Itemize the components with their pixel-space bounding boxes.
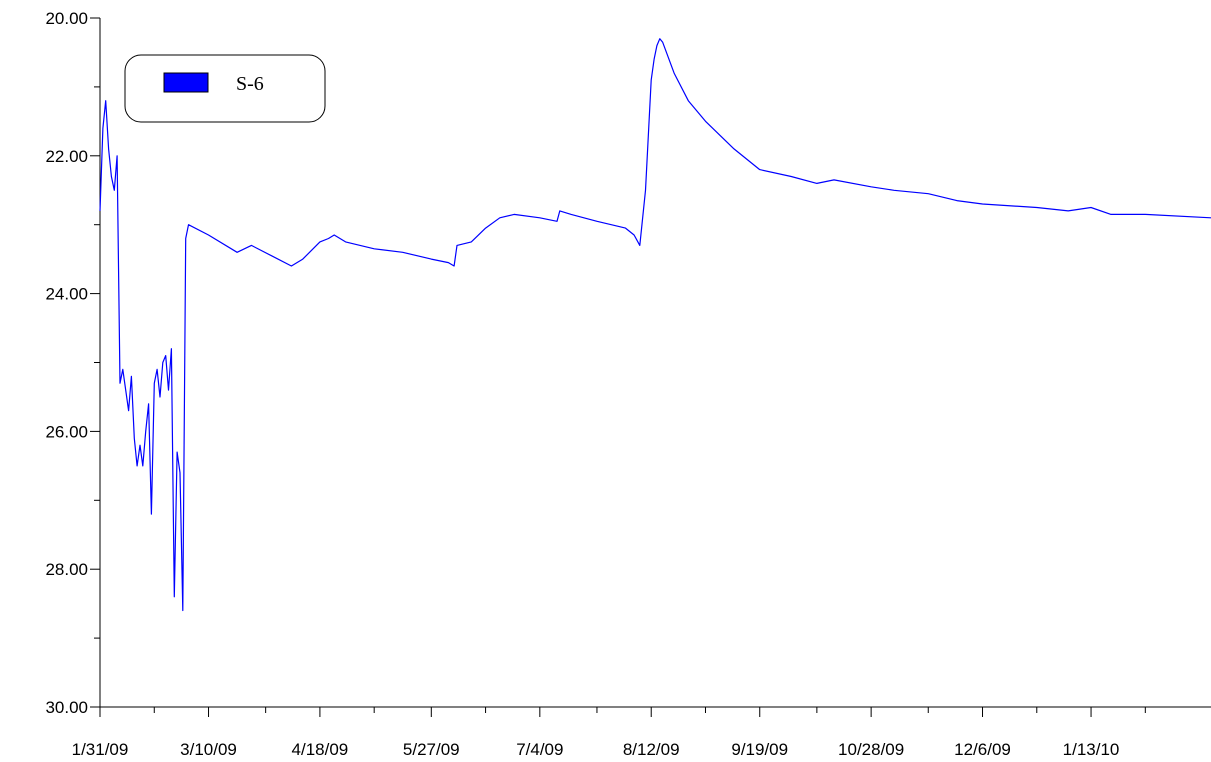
x-tick-label: 1/31/09 bbox=[72, 740, 129, 759]
x-tick-label: 8/12/09 bbox=[623, 740, 680, 759]
x-tick-label: 1/13/10 bbox=[1063, 740, 1120, 759]
x-tick-label: 12/6/09 bbox=[954, 740, 1011, 759]
legend-label: S-6 bbox=[236, 73, 264, 95]
x-tick-label: 10/28/09 bbox=[838, 740, 904, 759]
series-line bbox=[99, 38, 1211, 612]
y-tick-label: 30.00 bbox=[45, 698, 88, 717]
x-tick-label: 9/19/09 bbox=[731, 740, 788, 759]
y-tick-label: 20.00 bbox=[45, 9, 88, 28]
x-tick-label: 5/27/09 bbox=[403, 740, 460, 759]
legend-swatch bbox=[163, 72, 209, 93]
x-tick-label: 4/18/09 bbox=[292, 740, 349, 759]
y-tick-label: 22.00 bbox=[45, 147, 88, 166]
axes: 20.00 22.00 24.00 26.00 28.00 30.00 1/31/09 3/1… bbox=[45, 9, 1211, 759]
x-tick-label: 3/10/09 bbox=[180, 740, 237, 759]
y-tick-label: 24.00 bbox=[45, 285, 88, 304]
series-layer bbox=[99, 38, 1211, 612]
y-tick-label: 28.00 bbox=[45, 560, 88, 579]
legend-box bbox=[124, 54, 326, 123]
y-tick-label: 26.00 bbox=[45, 422, 88, 441]
legend: S-6 bbox=[124, 54, 326, 123]
x-tick-label: 7/4/09 bbox=[516, 740, 563, 759]
